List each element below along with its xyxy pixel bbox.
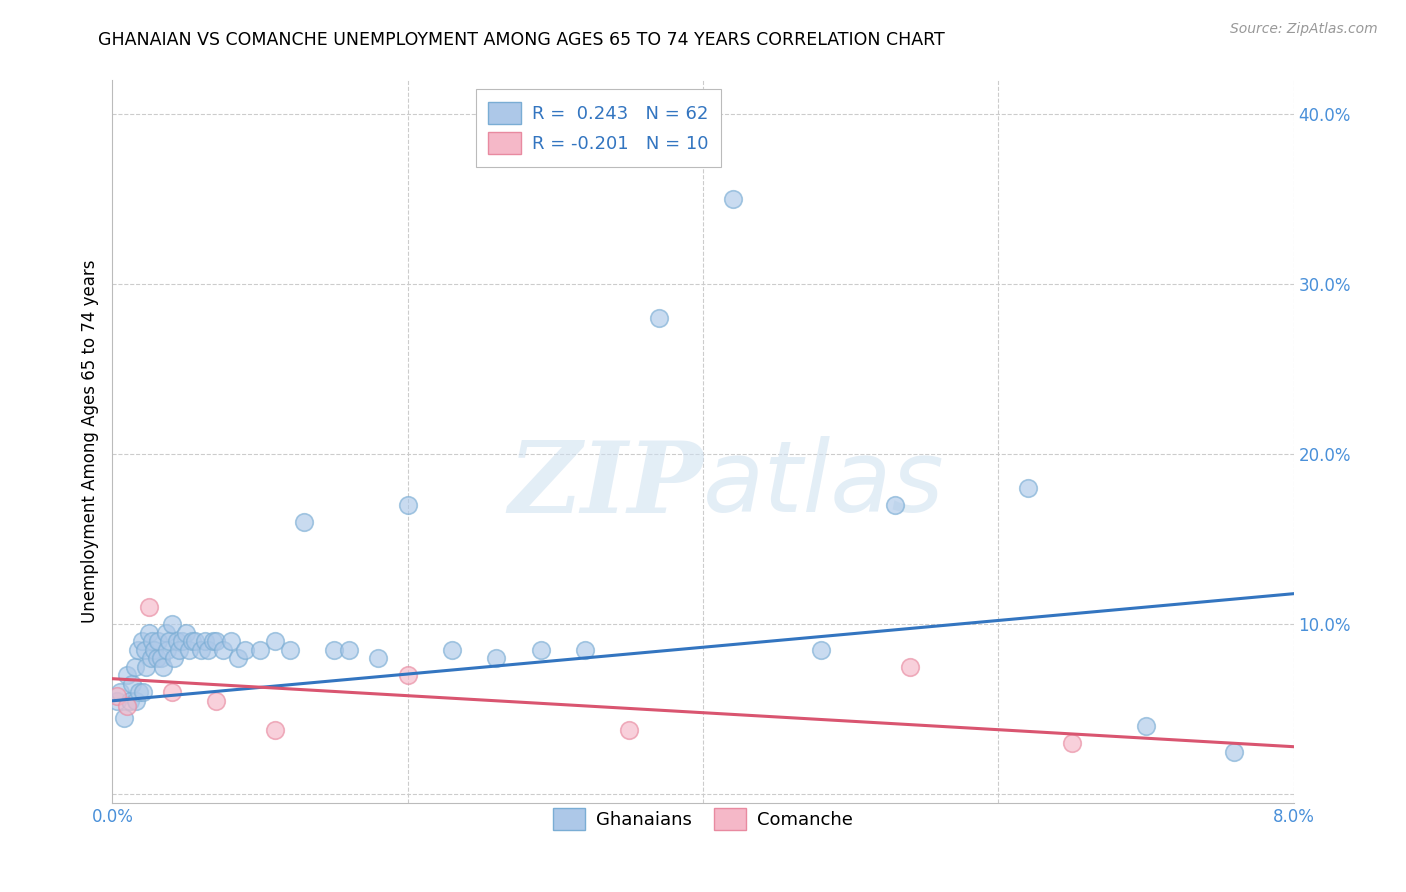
Point	[138, 625, 160, 640]
Point	[146, 651, 169, 665]
Point	[120, 694, 142, 708]
Point	[167, 642, 190, 657]
Point	[105, 689, 128, 703]
Point	[292, 516, 315, 530]
Point	[155, 625, 177, 640]
Text: Source: ZipAtlas.com: Source: ZipAtlas.com	[1230, 22, 1378, 37]
Point	[117, 668, 138, 682]
Point	[249, 642, 271, 657]
Point	[396, 498, 419, 512]
Point	[152, 660, 174, 674]
Point	[264, 634, 287, 648]
Point	[108, 685, 131, 699]
Point	[174, 625, 197, 640]
Point	[197, 642, 219, 657]
Point	[278, 642, 301, 657]
Point	[132, 685, 155, 699]
Point	[201, 634, 224, 648]
Point	[138, 600, 160, 615]
Point	[485, 651, 508, 665]
Point	[166, 634, 188, 648]
Point	[124, 660, 146, 674]
Point	[337, 642, 360, 657]
Point	[194, 634, 217, 648]
Point	[131, 634, 153, 648]
Point	[141, 634, 163, 648]
Text: GHANAIAN VS COMANCHE UNEMPLOYMENT AMONG AGES 65 TO 74 YEARS CORRELATION CHART: GHANAIAN VS COMANCHE UNEMPLOYMENT AMONG …	[98, 31, 945, 49]
Point	[212, 642, 235, 657]
Point	[135, 660, 157, 674]
Point	[150, 651, 173, 665]
Point	[574, 642, 596, 657]
Point	[219, 634, 242, 648]
Text: atlas: atlas	[703, 436, 945, 533]
Point	[1017, 481, 1039, 495]
Point	[112, 711, 135, 725]
Point	[134, 642, 156, 657]
Y-axis label: Unemployment Among Ages 65 to 74 years: Unemployment Among Ages 65 to 74 years	[80, 260, 98, 624]
Text: ZIP: ZIP	[508, 437, 703, 533]
Point	[190, 642, 212, 657]
Point	[396, 668, 419, 682]
Point	[157, 634, 180, 648]
Point	[181, 634, 204, 648]
Point	[721, 192, 744, 206]
Point	[179, 642, 201, 657]
Point	[233, 642, 256, 657]
Point	[139, 651, 162, 665]
Point	[156, 642, 179, 657]
Point	[619, 723, 641, 737]
Point	[125, 694, 148, 708]
Point	[184, 634, 207, 648]
Point	[529, 642, 551, 657]
Point	[441, 642, 464, 657]
Point	[898, 660, 921, 674]
Point	[160, 685, 183, 699]
Point	[117, 698, 138, 713]
Point	[170, 634, 193, 648]
Point	[1223, 745, 1246, 759]
Point	[205, 634, 228, 648]
Point	[226, 651, 249, 665]
Point	[884, 498, 907, 512]
Point	[1135, 719, 1157, 733]
Point	[105, 694, 128, 708]
Point	[647, 311, 671, 326]
Point	[127, 642, 149, 657]
Point	[148, 634, 170, 648]
Legend: Ghanaians, Comanche: Ghanaians, Comanche	[546, 801, 860, 837]
Point	[205, 694, 228, 708]
Point	[323, 642, 346, 657]
Point	[810, 642, 832, 657]
Point	[264, 723, 287, 737]
Point	[128, 685, 150, 699]
Point	[163, 651, 186, 665]
Point	[367, 651, 389, 665]
Point	[142, 642, 165, 657]
Point	[160, 617, 183, 632]
Point	[121, 677, 143, 691]
Point	[1062, 736, 1084, 750]
